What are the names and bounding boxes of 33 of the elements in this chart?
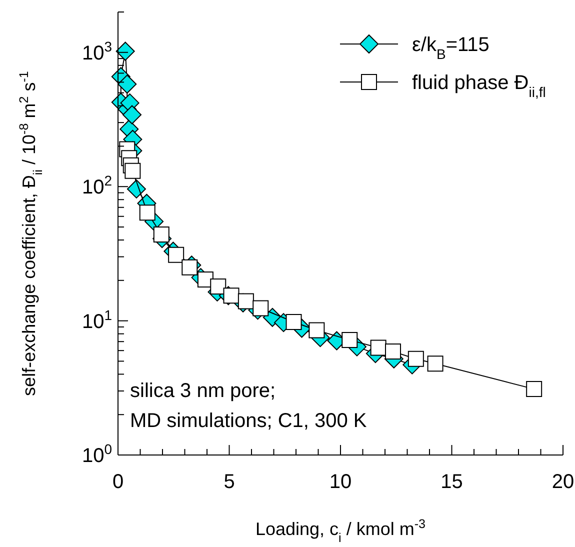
- point: [118, 74, 137, 94]
- point: [252, 300, 269, 316]
- y-tick-label: 10$^{0}$: [82, 441, 112, 467]
- annotation: silica 3 nm pore;: [130, 380, 276, 402]
- point: [126, 179, 146, 198]
- point: [370, 340, 386, 356]
- x-tick-label: 20: [552, 471, 574, 493]
- point: [385, 344, 402, 360]
- point: [238, 293, 254, 310]
- point: [116, 42, 135, 61]
- y-tick-label: 10$^{2}$: [82, 172, 112, 199]
- x-tick-label: 0: [112, 471, 124, 493]
- x-tick-label: 15: [440, 471, 463, 493]
- point: [342, 332, 358, 348]
- point: [153, 226, 170, 242]
- point: [139, 204, 156, 221]
- y-tick-label: 10$^{1}$: [82, 306, 112, 333]
- point: [124, 162, 141, 179]
- x-tick-label: 5: [224, 471, 235, 493]
- x-axis-title: Loading, c$_{i}$ / kmol m$^{-3}$: [255, 517, 426, 545]
- y-tick-label: 10$^{3}$: [82, 38, 112, 64]
- legend-label: ε/k$_{B}$=115: [412, 34, 490, 62]
- x-tick-label: 10: [329, 471, 352, 493]
- point: [408, 350, 424, 367]
- point: [210, 278, 226, 295]
- point: [223, 288, 240, 304]
- legend-label: fluid phase Đ$_{ii,fl}$: [412, 72, 546, 100]
- point: [168, 246, 184, 263]
- point: [182, 259, 198, 276]
- point: [122, 105, 142, 124]
- point: [308, 322, 325, 338]
- point: [286, 314, 302, 330]
- annotation: MD simulations; C1, 300 K: [130, 410, 368, 432]
